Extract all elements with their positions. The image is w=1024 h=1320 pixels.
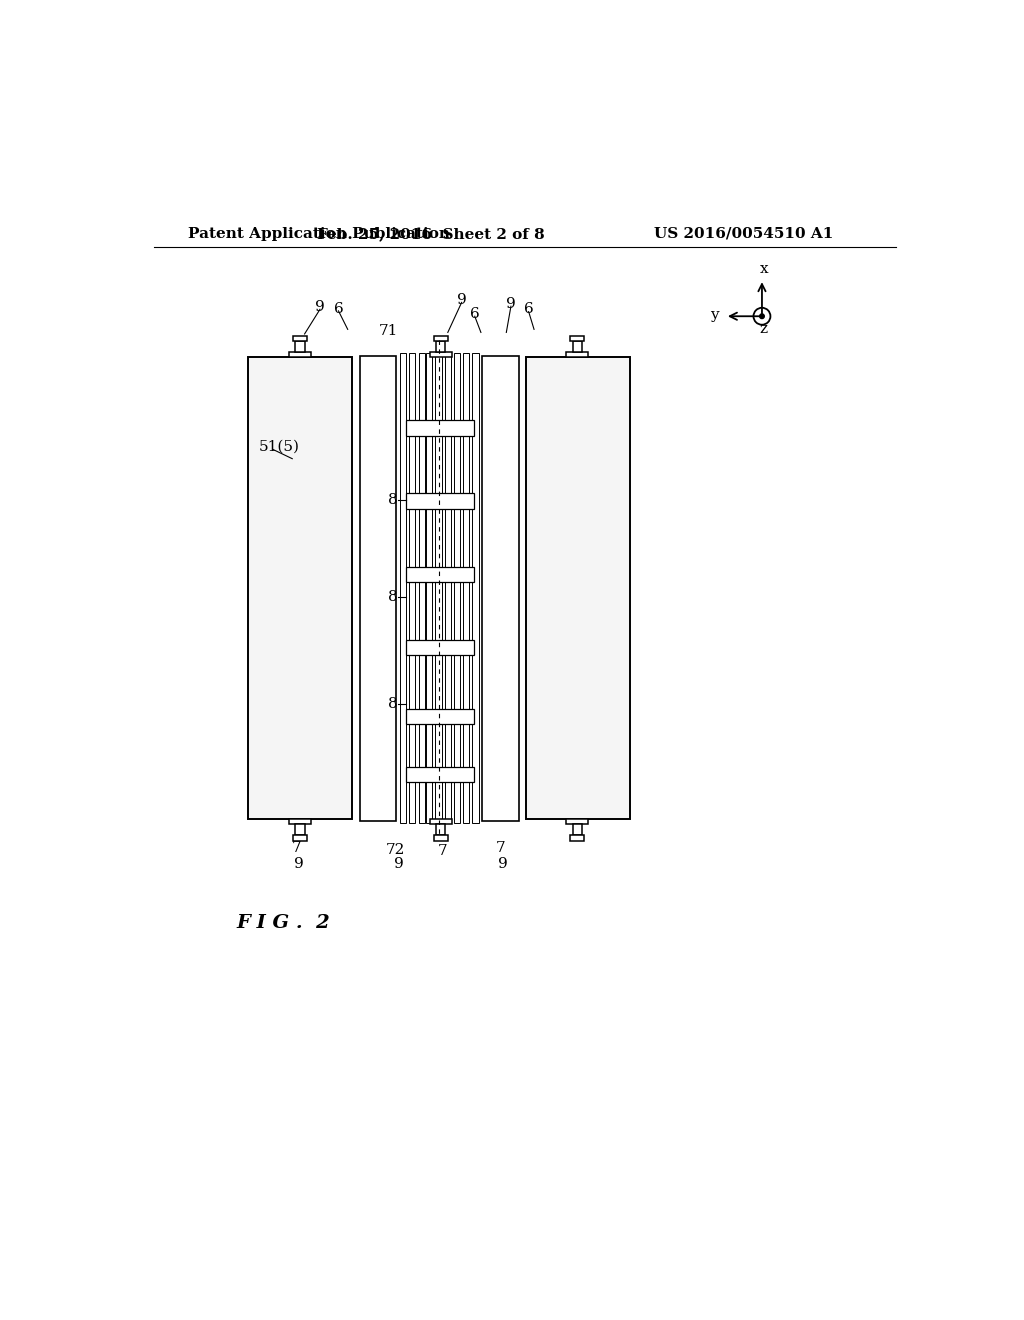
Text: 7: 7 [437,845,447,858]
Bar [289,351,310,358]
Text: 71: 71 [379,323,398,338]
Bar [444,354,451,822]
Bar [407,767,474,781]
Bar [572,825,582,836]
Bar [410,354,416,822]
Bar [481,355,519,821]
Bar [566,818,588,825]
Text: 9: 9 [315,300,325,314]
Bar [463,354,469,822]
Text: 8: 8 [387,590,397,605]
Bar [400,354,407,822]
Text: y: y [710,309,719,322]
Bar [435,354,441,822]
Text: 6: 6 [334,301,343,315]
Bar [289,818,310,825]
Text: 7: 7 [291,841,301,855]
Bar [525,358,630,818]
Text: 9: 9 [393,858,403,871]
Text: 6: 6 [470,308,479,321]
Bar [566,351,588,358]
Bar [407,640,474,655]
Text: 51(5): 51(5) [258,440,299,454]
Circle shape [760,314,764,318]
Text: z: z [760,322,768,337]
Circle shape [754,308,770,325]
Bar [430,351,452,358]
Text: x: x [760,261,769,276]
Bar [436,825,445,836]
Text: 7: 7 [496,841,505,855]
Bar [570,836,584,841]
Text: 9: 9 [506,297,516,312]
Text: 9: 9 [457,293,467,308]
Text: US 2016/0054510 A1: US 2016/0054510 A1 [654,227,834,240]
Bar [295,341,304,351]
Bar [407,709,474,725]
Text: Patent Application Publication: Patent Application Publication [188,227,451,240]
Text: 72: 72 [386,843,406,857]
Bar [407,420,474,436]
Bar [570,335,584,341]
Bar [407,566,474,582]
Text: 6: 6 [523,302,534,317]
Text: Feb. 25, 2016  Sheet 2 of 8: Feb. 25, 2016 Sheet 2 of 8 [317,227,545,240]
Bar [454,354,460,822]
Bar [434,836,447,841]
Text: 8: 8 [387,492,397,507]
Text: 9: 9 [294,857,303,871]
Text: 8: 8 [387,697,397,710]
Bar [472,354,478,822]
Bar [572,341,582,351]
Bar [295,825,304,836]
Text: F I G .  2: F I G . 2 [237,913,331,932]
Bar [293,335,307,341]
Bar [293,836,307,841]
Bar [249,358,352,818]
Bar [407,494,474,508]
Bar [436,341,445,351]
Bar [426,354,432,822]
Bar [360,355,396,821]
Bar [430,818,452,825]
Bar [434,335,447,341]
Text: 9: 9 [499,857,508,871]
Bar [419,354,425,822]
